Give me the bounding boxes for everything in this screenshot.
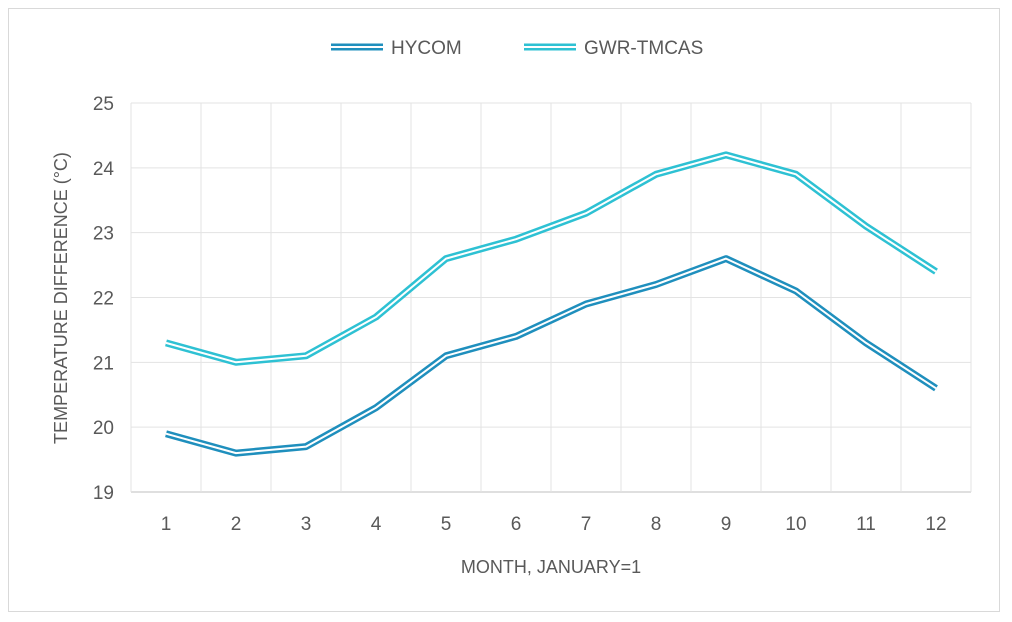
y-tick-labels: 19 20 21 22 23 24 25 <box>93 94 115 504</box>
gridlines <box>130 102 972 493</box>
legend-item: HYCOM <box>331 38 462 59</box>
series-line-inner <box>165 257 937 455</box>
x-tick-label: 10 <box>785 514 806 535</box>
chart-frame <box>8 8 1000 612</box>
y-tick-label: 25 <box>93 94 114 115</box>
x-tick-label: 4 <box>371 514 382 535</box>
legend-item: GWR-TMCAS <box>524 38 703 59</box>
series-gwr-tmcas <box>165 151 938 366</box>
y-tick-label: 24 <box>93 159 115 180</box>
y-axis-title: TEMPERATURE DIFFERENCE (°C) <box>51 152 71 444</box>
x-tick-label: 11 <box>856 514 876 535</box>
x-tick-label: 8 <box>651 514 662 535</box>
y-tick-label: 21 <box>93 353 114 374</box>
y-tick-label: 22 <box>93 289 114 310</box>
y-tick-label: 19 <box>93 483 114 504</box>
series-lines <box>165 151 938 457</box>
legend-label: HYCOM <box>391 38 462 59</box>
x-tick-label: 2 <box>231 514 242 535</box>
legend-label: GWR-TMCAS <box>584 38 703 59</box>
x-tick-label: 5 <box>441 514 452 535</box>
x-tick-labels: 1 2 3 4 5 6 7 8 9 10 11 12 <box>161 514 947 535</box>
y-tick-label: 20 <box>93 418 114 439</box>
legend: HYCOM GWR-TMCAS <box>331 38 703 59</box>
x-tick-label: 1 <box>161 514 172 535</box>
series-hycom <box>165 255 938 457</box>
y-tick-label: 23 <box>93 224 114 245</box>
x-tick-label: 3 <box>301 514 312 535</box>
x-tick-label: 12 <box>925 514 946 535</box>
x-tick-label: 6 <box>511 514 522 535</box>
series-line-inner <box>165 153 937 364</box>
x-axis-title: MONTH, JANUARY=1 <box>461 557 641 577</box>
x-tick-label: 7 <box>581 514 592 535</box>
x-tick-label: 9 <box>721 514 732 535</box>
